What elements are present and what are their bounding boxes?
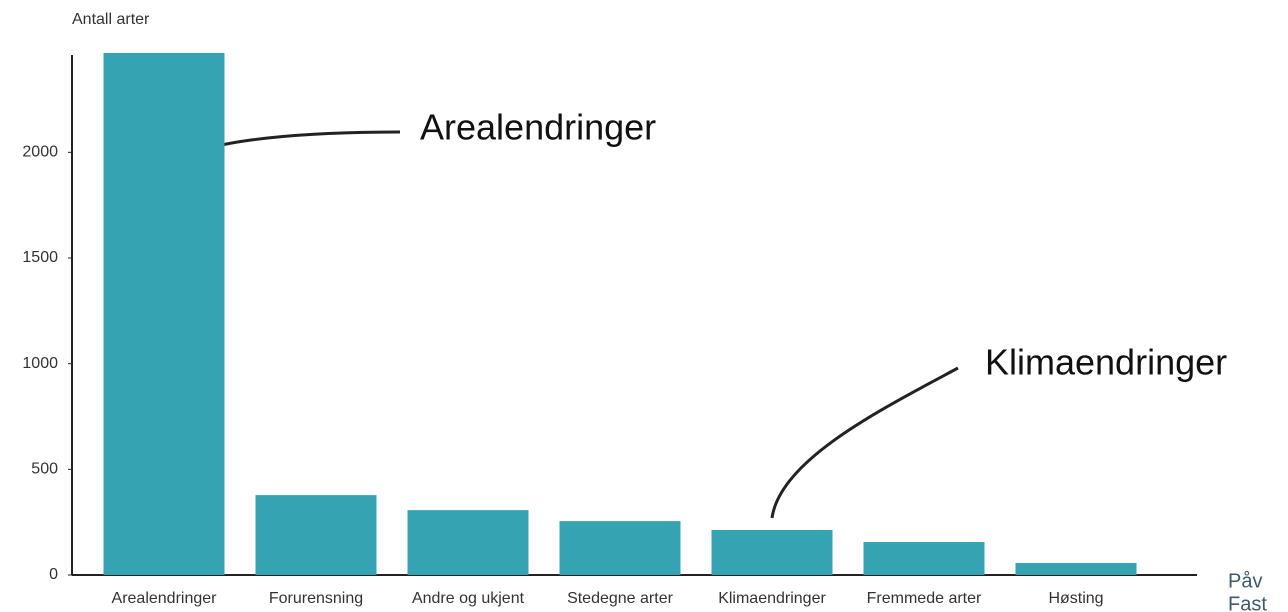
bar bbox=[711, 529, 833, 575]
annotation-connector bbox=[770, 366, 959, 519]
y-tick-label: 500 bbox=[31, 461, 58, 478]
y-tick-label: 2000 bbox=[22, 144, 58, 161]
y-axis-label: Antall arter bbox=[72, 11, 150, 28]
annotation: Arealendringer bbox=[420, 107, 656, 148]
bar bbox=[863, 542, 985, 575]
x-tick-label: Forurensning bbox=[269, 590, 363, 607]
annotation: Klimaendringer bbox=[985, 342, 1227, 383]
bar bbox=[1015, 562, 1137, 575]
bar bbox=[559, 521, 681, 575]
side-text: Påv bbox=[1228, 570, 1262, 592]
x-tick-label: Stedegne arter bbox=[567, 590, 674, 607]
x-tick-label: Høsting bbox=[1048, 590, 1103, 607]
side-text: Fast bbox=[1228, 593, 1267, 612]
bar bbox=[407, 510, 529, 575]
bar bbox=[255, 495, 377, 575]
x-tick-label: Andre og ukjent bbox=[412, 590, 525, 607]
y-tick-label: 1500 bbox=[22, 249, 58, 266]
bar bbox=[103, 53, 225, 575]
y-tick-label: 0 bbox=[49, 566, 58, 583]
x-tick-label: Klimaendringer bbox=[718, 590, 826, 607]
x-tick-label: Arealendringer bbox=[112, 590, 218, 607]
x-tick-label: Fremmede arter bbox=[867, 590, 982, 607]
y-tick-label: 1000 bbox=[22, 355, 58, 372]
